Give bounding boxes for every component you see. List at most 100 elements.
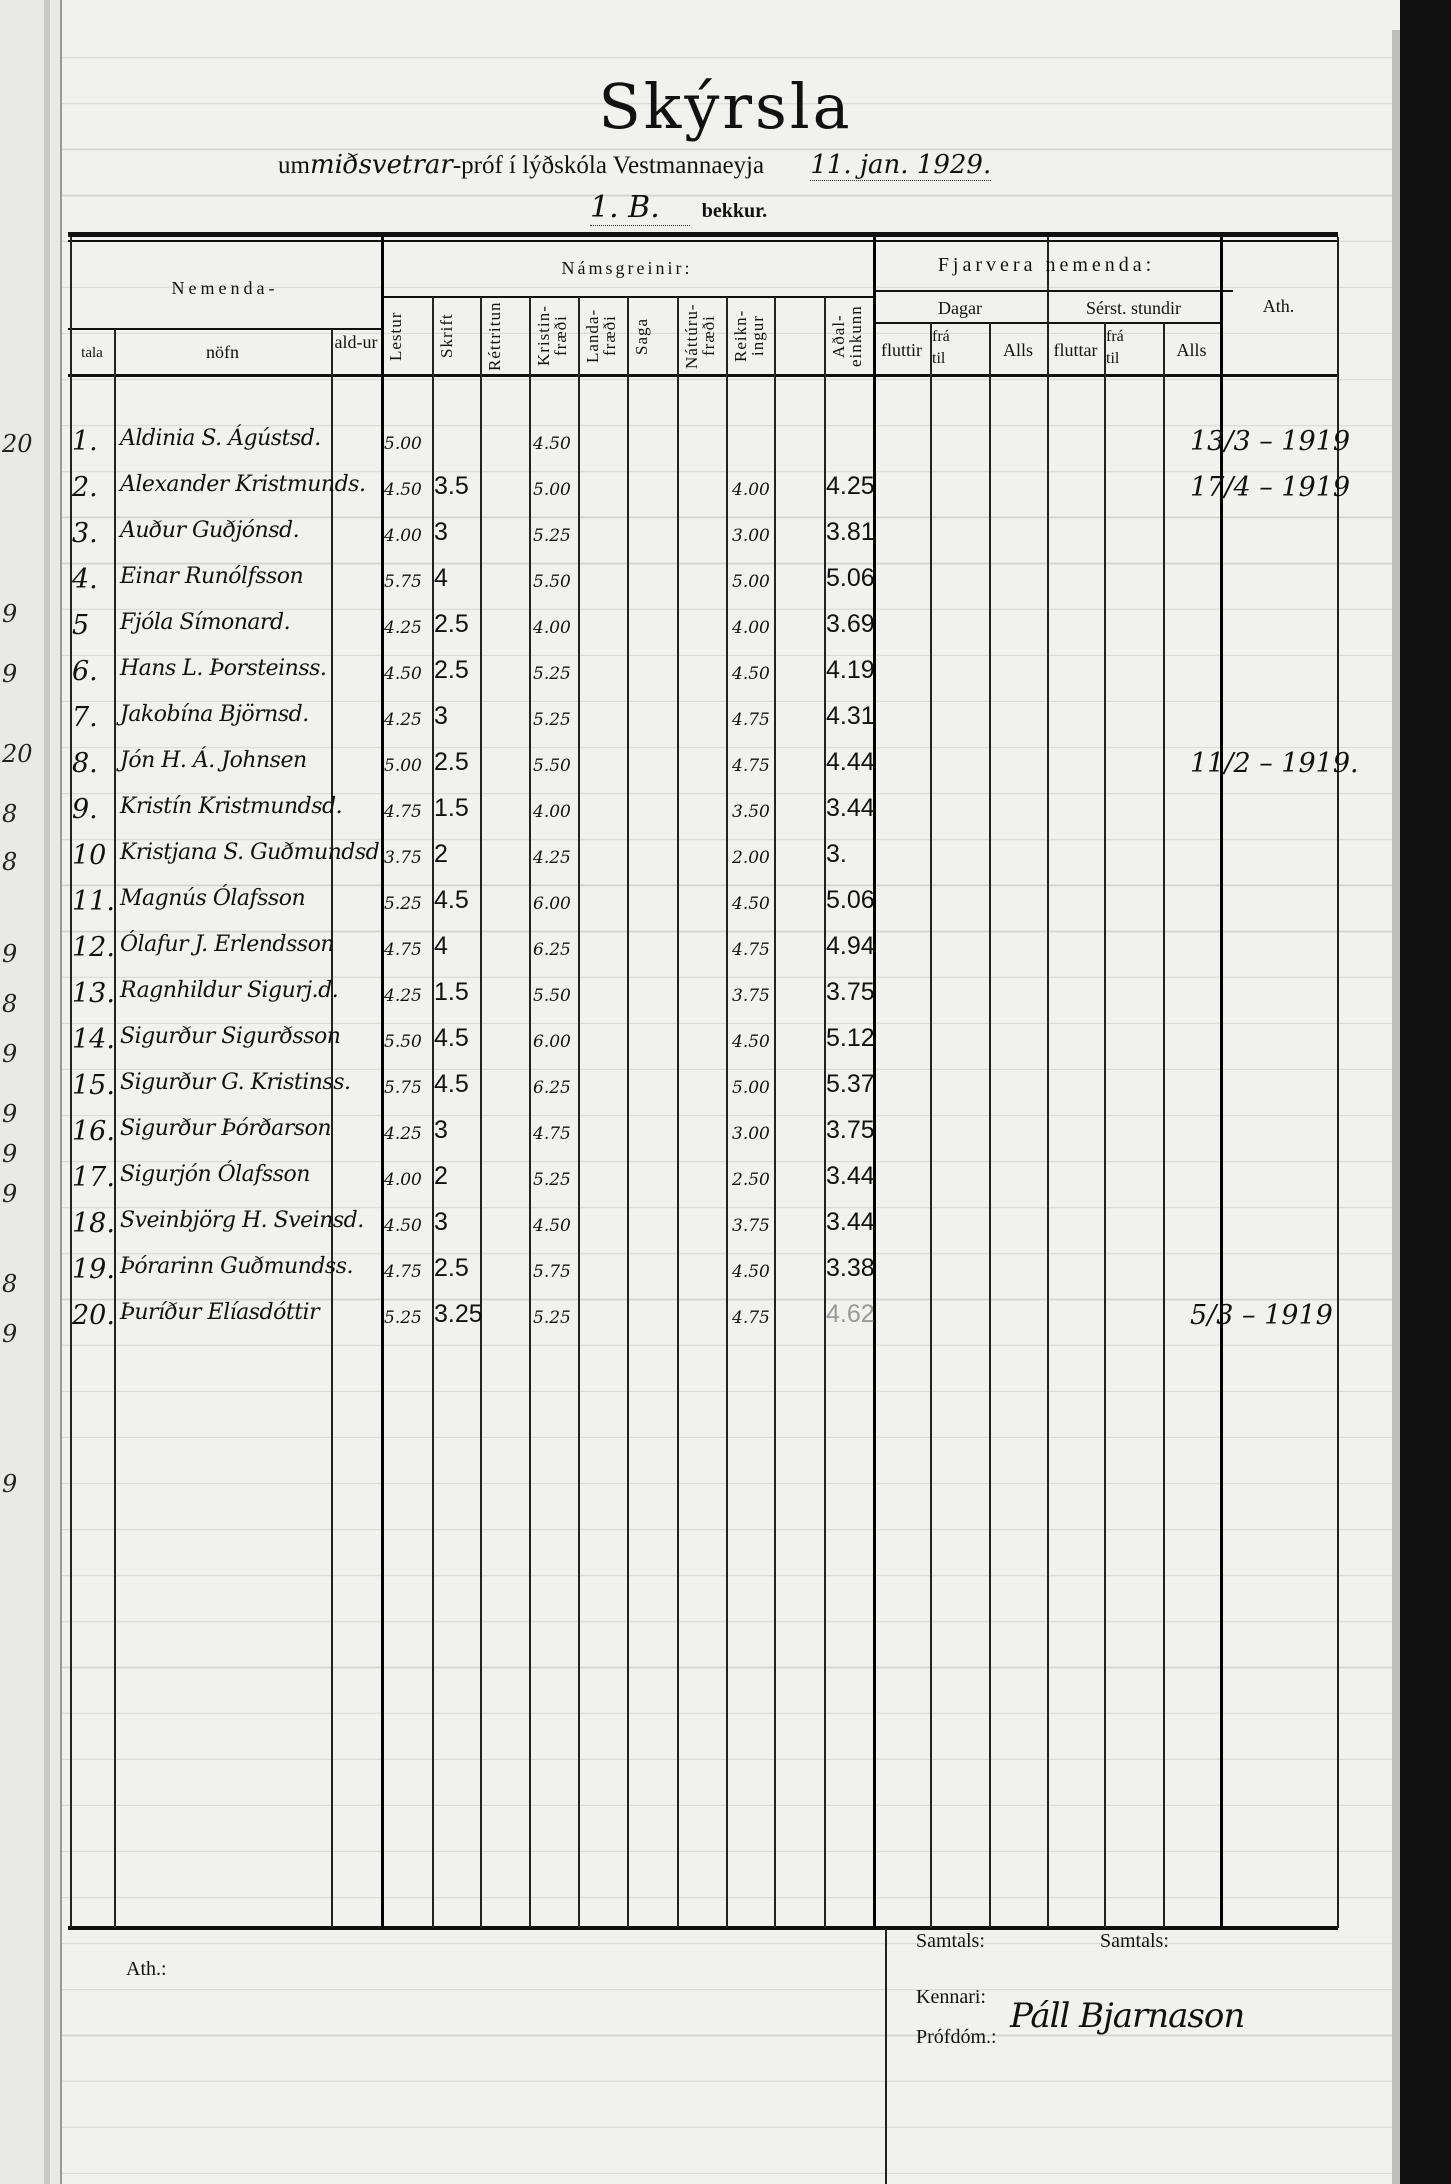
cell-name: Ragnhildur Sigurj.d. [120,978,339,1003]
margin-number: 8 [2,848,18,876]
cell-reikn: 4.75 [732,756,770,776]
cell-kristin: 5.25 [533,664,571,684]
cell-nr: 14. [72,1024,115,1055]
cell-reikn: 5.00 [732,1078,770,1098]
cell-reikn: 4.50 [732,1032,770,1052]
cell-name: Fjóla Símonard. [120,610,291,635]
cell-adal: 4.44 [826,748,875,776]
table-row: 20. Þuríður Elíasdóttir 5.25 3.25 5.25 4.75 4.… [0,1294,1400,1340]
cell-nr: 13. [72,978,115,1009]
cell-adal: 5.06 [826,564,875,592]
cell-name: Auður Guðjónsd. [120,518,300,543]
margin-number: 9 [2,1040,18,1068]
subject-header: Aðal-einkunn [829,305,865,367]
cell-skrift: 3 [434,1208,448,1236]
column-line [381,237,384,1928]
cell-skrift: 4.5 [434,886,469,914]
cell-reikn: 4.00 [732,618,770,638]
cell-nr: 16. [72,1116,115,1147]
cell-lestur: 5.75 [384,1078,422,1098]
cell-nr: 9. [72,794,98,825]
cell-nr: 6. [72,656,98,687]
header-serst-stundir: Sérst. stundir [1085,298,1181,318]
cell-lestur: 4.25 [384,986,422,1006]
cell-skrift: 1.5 [434,794,469,822]
subject-header: Lestur [386,311,405,361]
teacher-signature: Páll Bjarnason [1010,1996,1245,2036]
cell-name: Jón H. Á. Johnsen [120,748,307,773]
footer-samtals-2: Samtals: [1100,1930,1169,1952]
cell-skrift: 2 [434,840,448,868]
cell-ath: 13/3 – 1919 [1190,426,1351,457]
footer-divider [885,1928,887,2184]
margin-number: 9 [2,1180,18,1208]
cell-nr: 15. [72,1070,115,1101]
cell-nr: 1. [72,426,98,457]
cell-adal: 5.06 [826,886,875,914]
header-fluttar: fluttar [1053,340,1098,360]
cell-adal: 4.19 [826,656,875,684]
cell-nr: 7. [72,702,98,733]
header-tala: tala [81,345,103,361]
column-line [774,297,776,1928]
cell-name: Kristín Kristmundsd. [120,794,343,819]
cell-kristin: 4.25 [533,848,571,868]
cell-reikn: 2.00 [732,848,770,868]
header-fra-2: frá [1106,328,1124,345]
cell-name: Jakobína Björnsd. [120,702,309,727]
table-row: 9. Kristín Kristmundsd. 4.75 1.5 4.00 3.50 3.4… [0,788,1400,834]
cell-skrift: 2.5 [434,656,469,684]
margin-number: 9 [2,940,18,968]
cell-name: Þórarinn Guðmundss. [120,1254,353,1279]
cell-skrift: 4 [434,564,448,592]
cell-ath: 5/3 – 1919 [1190,1300,1333,1331]
header-til-1: til [932,350,946,367]
cell-nr: 20. [72,1300,115,1331]
cell-nr: 2. [72,472,98,503]
cell-skrift: 2 [434,1162,448,1190]
cell-kristin: 4.50 [533,434,571,454]
cell-name: Kristjana S. Guðmundsd. [120,840,386,865]
column-line [114,329,116,1928]
register-page: 20 9 9 20 8 8 9 8 9 9 9 9 8 9 9 Skýrsla ummiðsvetrar-p… [0,0,1400,2184]
previous-page-edge [0,0,62,2184]
margin-number: 20 [2,740,33,768]
cell-adal: 3.75 [826,978,875,1006]
cell-kristin: 6.00 [533,894,571,914]
cell-adal: 5.37 [826,1070,875,1098]
cell-name: Sigurjón Ólafsson [120,1162,310,1187]
cell-lestur: 4.50 [384,664,422,684]
subtitle-prefix: um [278,152,310,179]
cell-lestur: 4.50 [384,480,422,500]
exam-type: miðsvetrar [309,150,453,180]
cell-kristin: 4.75 [533,1124,571,1144]
margin-number: 20 [2,430,33,458]
cell-lestur: 4.25 [384,710,422,730]
column-line [930,322,932,1928]
cell-adal: 3.81 [826,518,875,546]
footer-kennari: Kennari: [916,1986,986,2008]
margin-number: 8 [2,1270,18,1298]
cell-lestur: 4.00 [384,526,422,546]
header-nemenda: Nemenda- [171,278,279,298]
header-namsgreinir: Námsgreinir: [561,258,693,278]
subject-header: Náttúru-fræði [682,303,718,369]
cell-name: Ólafur J. Erlendsson [120,932,335,957]
header-bottom-rule [68,374,1338,377]
cell-lestur: 5.25 [384,1308,422,1328]
subject-header: Saga [632,317,651,355]
cell-kristin: 5.25 [533,1170,571,1190]
margin-number: 9 [2,600,18,628]
cell-nr: 10 [72,840,107,871]
header-nofn: nöfn [206,342,239,362]
header-fluttir: fluttir [881,340,922,360]
header-til-2: til [1106,350,1120,367]
subject-header: Skrift [437,313,456,359]
column-line [989,322,991,1928]
cell-lestur: 4.00 [384,1170,422,1190]
column-line [331,329,333,1928]
cell-reikn: 3.75 [732,1216,770,1236]
cell-skrift: 3 [434,702,448,730]
cell-adal: 3.75 [826,1116,875,1144]
cell-adal: 3.69 [826,610,875,638]
